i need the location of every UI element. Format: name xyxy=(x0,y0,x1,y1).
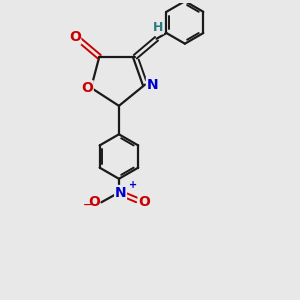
Text: O: O xyxy=(138,195,150,209)
Text: N: N xyxy=(146,78,158,92)
Text: +: + xyxy=(129,180,137,190)
Text: O: O xyxy=(88,195,100,209)
Text: O: O xyxy=(69,30,81,44)
Text: O: O xyxy=(81,81,93,95)
Text: N: N xyxy=(115,185,126,200)
Text: H: H xyxy=(153,21,164,34)
Text: −: − xyxy=(83,200,92,210)
